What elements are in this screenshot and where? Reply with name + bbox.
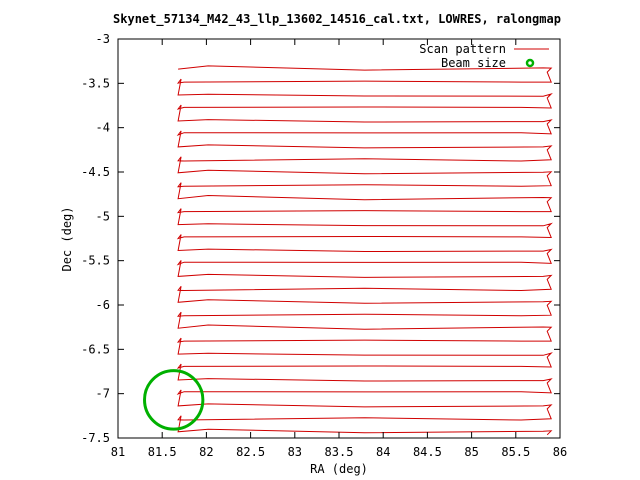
y-tick-label: -3 — [96, 32, 110, 46]
y-axis-ticks: -3 -3.5 -4 -4.5 -5 -5.5 -6 -6.5 -7 -7.5 — [81, 32, 560, 445]
scan-pattern-line — [176, 65, 553, 436]
y-tick-label: -6.5 — [81, 342, 110, 356]
x-axis-ticks: 81 81.5 82 82.5 83 83.5 84 84.5 85 85.5 86 — [111, 39, 567, 459]
chart-title: Skynet_57134_M42_43_llp_13602_14516_cal.… — [113, 12, 561, 27]
x-tick-label: 83.5 — [325, 445, 354, 459]
legend-label-beam-size: Beam size — [441, 56, 506, 70]
x-tick-label: 85 — [464, 445, 478, 459]
y-tick-label: -7.5 — [81, 431, 110, 445]
y-tick-label: -4.5 — [81, 165, 110, 179]
plot-area — [143, 65, 553, 436]
x-tick-label: 86 — [553, 445, 567, 459]
legend-label-scan-pattern: Scan pattern — [419, 42, 506, 56]
y-tick-label: -7 — [96, 387, 110, 401]
y-tick-label: -5 — [96, 209, 110, 223]
y-tick-label: -4 — [96, 121, 110, 135]
scan-pattern-series — [176, 65, 553, 436]
x-axis-label: RA (deg) — [310, 462, 368, 476]
x-tick-label: 83 — [288, 445, 302, 459]
x-tick-label: 81 — [111, 445, 125, 459]
y-tick-label: -3.5 — [81, 76, 110, 90]
x-tick-label: 81.5 — [148, 445, 177, 459]
x-tick-label: 85.5 — [501, 445, 530, 459]
legend-swatch-beam-size — [525, 58, 535, 68]
y-axis-label: Dec (deg) — [60, 206, 74, 271]
x-tick-label: 84.5 — [413, 445, 442, 459]
y-tick-label: -6 — [96, 298, 110, 312]
legend: Scan pattern Beam size — [419, 42, 549, 70]
beam-size-series — [143, 369, 205, 431]
x-tick-label: 82.5 — [236, 445, 265, 459]
x-tick-label: 84 — [376, 445, 390, 459]
plot-frame — [117, 38, 561, 439]
beam-size-circle — [143, 369, 205, 431]
x-tick-label: 82 — [199, 445, 213, 459]
y-tick-label: -5.5 — [81, 254, 110, 268]
